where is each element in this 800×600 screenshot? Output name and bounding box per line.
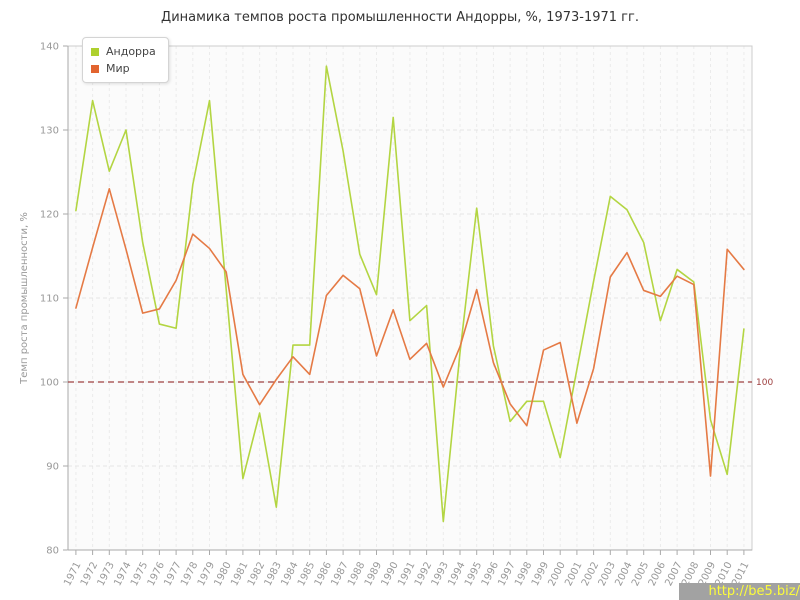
world-series-line [75, 188, 745, 477]
y-tick-label: 130 [40, 126, 59, 137]
y-tick-label: 90 [46, 462, 59, 473]
y-tick-label: 110 [40, 294, 59, 305]
world-swatch-icon [91, 64, 99, 73]
reference-line-label: 100 [756, 378, 773, 388]
y-tick-label: 140 [40, 42, 59, 53]
chart-title: Динамика темпов роста промышленности Анд… [161, 10, 639, 25]
legend-label-world: Мир [106, 62, 130, 75]
watermark: http://be5.biz/ [679, 583, 800, 600]
y-axis-title: Темп роста промышленности, % [19, 212, 30, 385]
legend-item-andorra: Андорра [91, 44, 156, 59]
y-tick-label: 100 [40, 378, 59, 389]
legend-item-world: Мир [91, 61, 156, 76]
y-tick-label: 120 [40, 210, 59, 221]
legend: Андорра Мир [82, 37, 169, 83]
legend-label-andorra: Андорра [106, 45, 156, 58]
y-tick-label: 80 [46, 546, 59, 557]
andorra-swatch-icon [91, 47, 99, 56]
andorra-series-line [75, 65, 745, 523]
